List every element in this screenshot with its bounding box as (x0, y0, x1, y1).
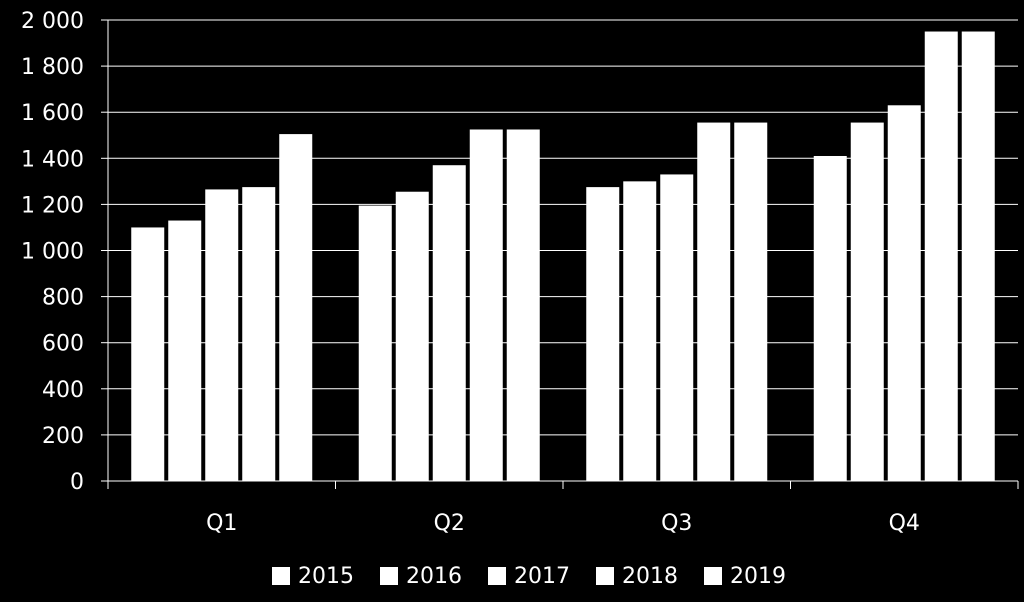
bar-2018-Q1 (242, 187, 276, 482)
bar-2017-Q2 (432, 165, 466, 481)
bar-2018-Q2 (469, 129, 503, 482)
y-tick-label: 1 200 (21, 193, 84, 218)
y-tick-label: 400 (42, 378, 84, 403)
x-tick-label: Q2 (434, 511, 465, 536)
legend-swatch (596, 567, 614, 585)
bar-2015-Q4 (813, 155, 847, 481)
y-tick-label: 1 600 (21, 101, 84, 126)
legend: 2015 2016 2017 2018 2019 (272, 564, 786, 589)
y-tick-label: 1 400 (21, 147, 84, 172)
legend-swatch (380, 567, 398, 585)
y-tick-label: 1 800 (21, 55, 84, 80)
bar-2019-Q4 (961, 31, 995, 482)
y-tick-label: 200 (42, 424, 84, 449)
bar-2015-Q2 (358, 205, 392, 482)
bar-2018-Q4 (924, 31, 958, 482)
bar-2016-Q4 (850, 122, 884, 481)
bar-2015-Q1 (131, 227, 165, 481)
bar-2017-Q3 (660, 174, 694, 481)
bar-2019-Q2 (506, 129, 540, 482)
legend-swatch (704, 567, 722, 585)
x-tick-label: Q1 (206, 511, 237, 536)
legend-label: 2016 (406, 564, 462, 589)
legend-swatch (272, 567, 290, 585)
y-tick-label: 0 (70, 470, 84, 495)
y-tick-label: 800 (42, 286, 84, 311)
x-tick-label: Q4 (889, 511, 920, 536)
bar-2016-Q3 (623, 181, 657, 481)
bars (131, 31, 995, 482)
bar-2016-Q1 (168, 220, 202, 481)
axes (101, 19, 1019, 489)
x-tick-label: Q3 (661, 511, 692, 536)
bar-2016-Q2 (395, 191, 429, 481)
bar-2017-Q1 (205, 189, 239, 482)
y-tick-label: 1 000 (21, 240, 84, 265)
bar-2017-Q4 (887, 105, 921, 481)
bar-2019-Q3 (734, 122, 768, 481)
legend-label: 2015 (298, 564, 354, 589)
bar-2015-Q3 (586, 187, 620, 482)
legend-label: 2019 (730, 564, 786, 589)
legend-label: 2017 (514, 564, 570, 589)
y-tick-label: 2 000 (21, 9, 84, 34)
bar-2019-Q1 (279, 134, 313, 481)
legend-swatch (488, 567, 506, 585)
legend-label: 2018 (622, 564, 678, 589)
tick-labels: 0 200 400 600 800 1 000 1 200 1 400 1 600 1 800 2 … (21, 9, 920, 536)
y-tick-label: 600 (42, 332, 84, 357)
bar-2018-Q3 (697, 122, 731, 481)
